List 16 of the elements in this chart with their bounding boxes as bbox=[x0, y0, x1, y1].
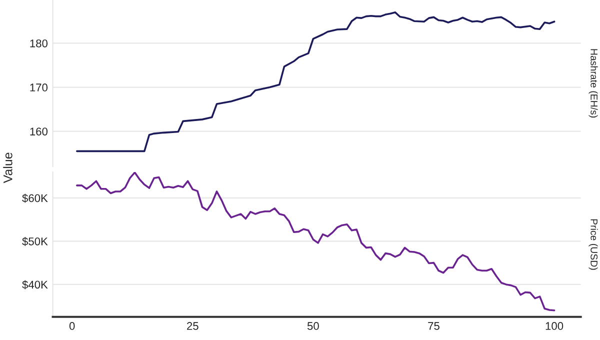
y-axis-title: Value bbox=[3, 152, 12, 184]
x-tick-label: 50 bbox=[307, 322, 319, 330]
y-tick-label: $40K bbox=[22, 280, 48, 290]
y-tick-label: $60K bbox=[22, 194, 48, 203]
x-tick-label: 25 bbox=[187, 322, 198, 330]
x-tick-label: 0 bbox=[69, 322, 75, 330]
line-series bbox=[76, 11, 556, 152]
y-tick-label: $50K bbox=[22, 237, 48, 246]
y-tick-label: 160 bbox=[30, 128, 48, 136]
line-series bbox=[76, 172, 556, 312]
y2-axis-title: Price (USD) bbox=[588, 219, 598, 270]
y-tick-label: 170 bbox=[30, 84, 48, 92]
x-tick-label: 75 bbox=[428, 322, 440, 330]
x-tick-label: 100 bbox=[546, 322, 564, 330]
y2-axis-title: Hashrate (EH/s) bbox=[588, 49, 598, 118]
y-tick-label: 180 bbox=[30, 39, 48, 48]
